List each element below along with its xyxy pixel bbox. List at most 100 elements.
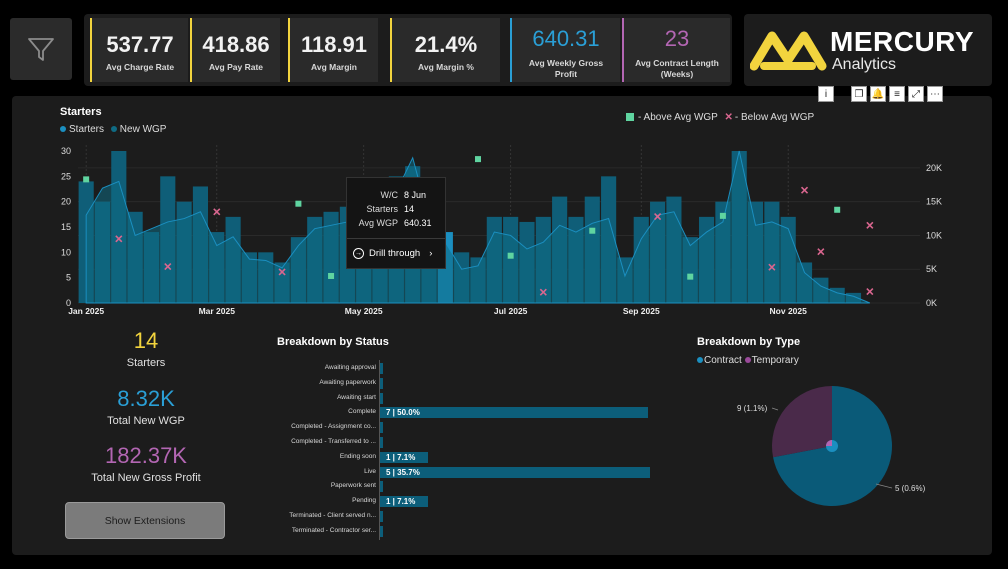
status-bar[interactable] (380, 437, 383, 448)
status-row-label: Completed - Transferred to ... (291, 438, 376, 445)
kpi-card-margin-pct: 21.4% Avg Margin % (390, 18, 500, 82)
status-row-label: Awaiting start (337, 393, 376, 401)
tooltip-wgp-label: Avg WGP (358, 218, 398, 228)
kpi-label: Avg Margin % (418, 62, 474, 72)
above-avg-marker[interactable] (83, 176, 90, 183)
status-row-label: Complete (348, 408, 376, 416)
status-bar[interactable] (380, 363, 383, 374)
tooltip-wc-label: W/C (380, 190, 399, 200)
filter-pane-button[interactable] (10, 18, 72, 80)
below-avg-marker[interactable] (278, 268, 286, 276)
status-bar[interactable] (380, 422, 383, 434)
above-avg-marker[interactable] (834, 206, 841, 213)
bell-icon[interactable]: 🔔 (870, 86, 886, 102)
above-avg-marker[interactable] (328, 272, 335, 279)
kpi-value: 21.4% (414, 32, 478, 57)
status-bar-value: 7 | 50.0% (386, 408, 420, 418)
below-avg-marker[interactable] (539, 288, 547, 296)
pie-label-temporary: 9 (1.1%) (737, 404, 768, 413)
status-axis-line (379, 360, 380, 540)
y-left-tick-label: 15 (61, 222, 71, 232)
type-breakdown-title: Breakdown by Type (697, 336, 801, 348)
status-bar[interactable] (380, 451, 428, 463)
above-avg-marker[interactable] (719, 212, 726, 219)
below-avg-marker[interactable] (115, 235, 123, 243)
status-bar[interactable] (380, 496, 428, 508)
kpi-label: Avg Charge Rate (105, 62, 175, 72)
wgp-area (85, 150, 871, 304)
status-bar[interactable] (380, 407, 649, 419)
kpi-value: 23 (664, 26, 690, 51)
legend-below: - Below Avg WGP (734, 112, 815, 123)
info-icon[interactable]: i (818, 86, 834, 102)
more-icon[interactable]: ⋯ (927, 86, 943, 102)
below-avg-marker[interactable] (817, 248, 825, 256)
drill-through-link[interactable]: → Drill through › (353, 248, 432, 259)
below-avg-marker[interactable] (213, 208, 221, 216)
y-left-tick-label: 0 (66, 298, 71, 308)
below-avg-marker[interactable] (866, 221, 874, 229)
tooltip-wgp-value: 640.31 (404, 218, 432, 228)
above-marker-icon (626, 113, 634, 122)
status-row-label: Ending soon (339, 452, 376, 460)
below-avg-marker[interactable] (768, 263, 776, 271)
visual-toolbar: i ❐ 🔔 ≡ ⤢ ⋯ (818, 86, 943, 102)
status-bar[interactable] (380, 392, 383, 404)
legend-dot-contract (697, 357, 703, 364)
legend-starters: Starters (69, 124, 105, 135)
above-avg-marker[interactable] (295, 200, 302, 207)
y-left-tick-label: 5 (66, 273, 71, 283)
kpi-label: Avg Contract Length (Weeks) (635, 58, 719, 79)
kpi-value: 537.77 (106, 32, 174, 57)
y-right-tick-label: 15K (926, 197, 942, 207)
chart-tooltip: W/C 8 Jun Starters 14 Avg WGP 640.31 → D… (346, 177, 446, 269)
above-avg-marker[interactable] (687, 273, 694, 280)
status-row-label: Pending (352, 497, 376, 505)
above-avg-marker[interactable] (507, 252, 514, 259)
below-avg-marker[interactable] (164, 262, 172, 271)
status-bar[interactable] (380, 377, 383, 389)
status-row-label: Awaiting approval (324, 364, 376, 371)
expand-icon[interactable]: ⤢ (908, 86, 924, 102)
kpi-label: Avg Pay Rate (208, 62, 263, 72)
x-tick-label: May 2025 (345, 306, 383, 316)
status-bar[interactable] (380, 525, 383, 537)
starters-label: Starters (126, 357, 166, 369)
funnel-icon (28, 38, 54, 61)
below-avg-marker[interactable] (654, 212, 662, 221)
type-legend: Contract Temporary (697, 355, 799, 366)
legend-dot-wgp (110, 126, 117, 133)
y-right-tick-label: 20K (926, 163, 942, 173)
kpi-card-contract-length: 23 Avg Contract Length (Weeks) (622, 18, 730, 82)
above-avg-marker[interactable] (475, 156, 481, 163)
status-row-label: Live (364, 467, 376, 475)
tooltip-separator (347, 238, 445, 239)
below-avg-marker[interactable] (800, 186, 809, 194)
kpi-strip: 537.77 Avg Charge Rate 418.86 Avg Pay Ra… (84, 14, 732, 86)
status-bar[interactable] (380, 511, 383, 522)
status-bar[interactable] (380, 466, 650, 478)
legend-wgp: New WGP (119, 124, 167, 135)
status-row-label: Paperwork sent (330, 482, 376, 490)
copy-icon[interactable]: ❐ (851, 86, 867, 102)
filter-icon[interactable]: ≡ (889, 86, 905, 102)
starters-count: 14 (133, 328, 159, 353)
chevron-right-icon: › (429, 248, 433, 259)
brand-name: MERCURY (830, 26, 975, 57)
marker-legend: - Above Avg WGP ✕ - Below Avg WGP (626, 112, 814, 123)
kpi-value: 640.31 (532, 26, 600, 51)
status-bar[interactable] (380, 481, 383, 493)
status-row-label: Completed - Assignment co... (291, 423, 376, 431)
y-right-tick-label: 5K (926, 264, 937, 274)
below-avg-marker[interactable] (866, 287, 874, 296)
y-left-tick-label: 25 (61, 171, 71, 181)
brand-logo: MERCURY Analytics (744, 14, 992, 86)
y-right-tick-label: 0K (926, 298, 937, 308)
status-bar-value: 1 | 7.1% (386, 497, 416, 507)
chart-legend: Starters New WGP (60, 124, 166, 135)
total-wgp-value: 8.32K (117, 386, 175, 411)
starters-combo-chart[interactable]: 0 5 10 15 20 25 30 0K 5K 10K 15K 20K Jan 2025 Mar 202… (0, 0, 1008, 330)
y-right-tick-label: 10K (926, 230, 942, 240)
show-extensions-button[interactable]: Show Extensions (65, 502, 225, 539)
above-avg-marker[interactable] (589, 227, 596, 234)
